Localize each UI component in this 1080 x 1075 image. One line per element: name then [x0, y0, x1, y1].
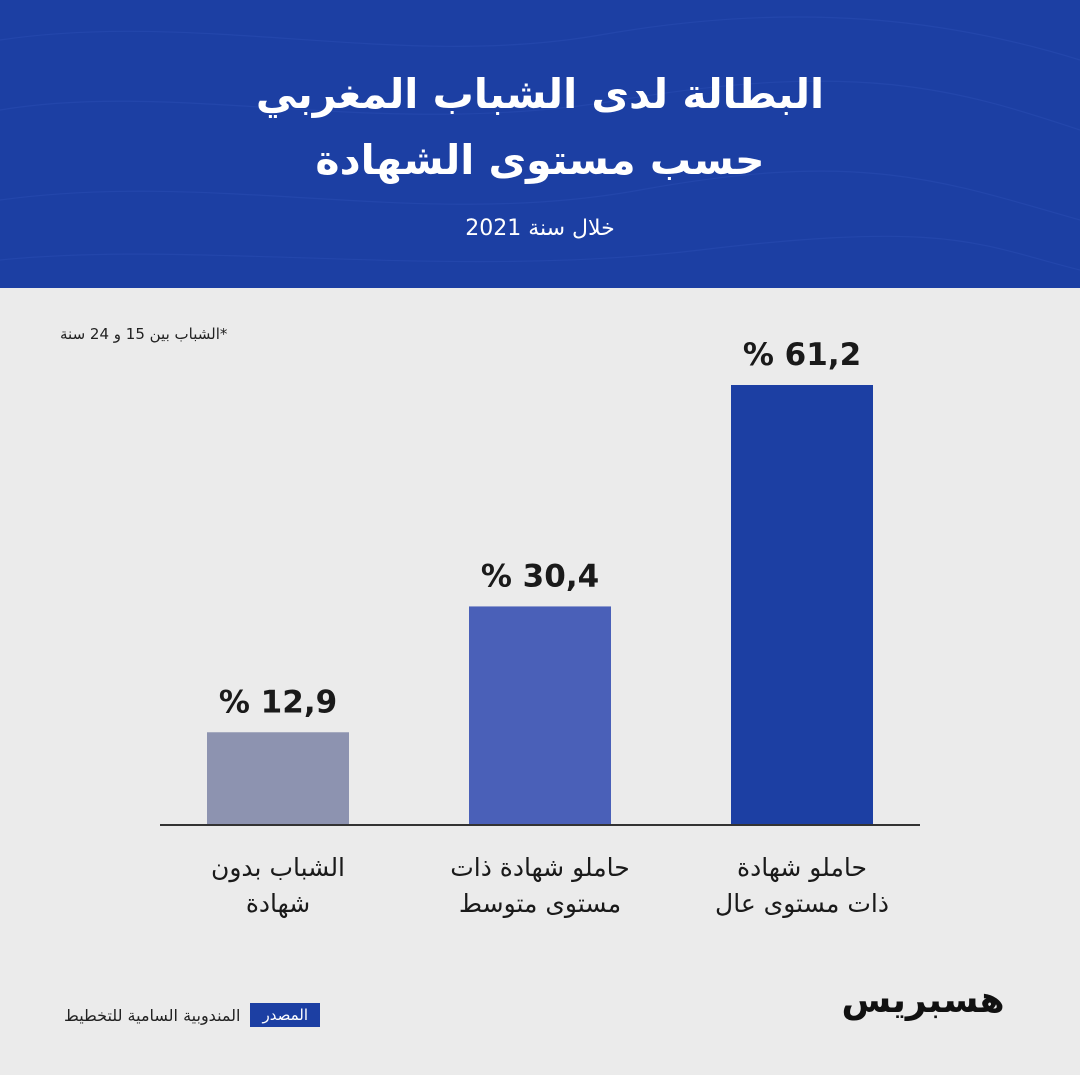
- header-banner: البطالة لدى الشباب المغربي حسب مستوى الش…: [0, 0, 1080, 288]
- category-label-line: الشباب بدون: [210, 853, 346, 882]
- value-label-1: % 12,9: [219, 684, 337, 720]
- value-label-2: % 30,4: [481, 558, 599, 594]
- bar-chart: % 12,9 % 30,4 % 61,2: [160, 337, 920, 826]
- category-label-line: حاملو شهادة ذات: [450, 853, 630, 882]
- category-label-line: ذات مستوى عال: [715, 889, 889, 918]
- bar-2: [469, 606, 611, 825]
- logo-text: هسبريس: [841, 980, 1005, 1021]
- bar-1: [207, 732, 349, 825]
- value-label-3: % 61,2: [743, 337, 861, 373]
- category-label-line: مستوى متوسط: [458, 889, 622, 918]
- category-label-line: شهادة: [245, 889, 311, 918]
- category-label-line: حاملو شهادة: [737, 853, 867, 882]
- bar-3: [731, 385, 873, 825]
- category-label-3: حاملو شهادة ذات مستوى عال: [672, 850, 932, 922]
- source: المصدر المندوبية السامية للتخطيط: [64, 1001, 321, 1029]
- category-label-2: حاملو شهادة ذات مستوى متوسط: [410, 850, 670, 922]
- category-label-1: الشباب بدون شهادة: [148, 850, 408, 922]
- source-badge: المصدر: [250, 1003, 321, 1027]
- footnote: *الشباب بين 15 و 24 سنة: [60, 325, 228, 343]
- source-text: المندوبية السامية للتخطيط: [64, 1005, 241, 1025]
- hespress-logo: هسبريس: [818, 978, 1028, 1030]
- subtitle: خلال سنة 2021: [465, 216, 615, 241]
- title-line-1: البطالة لدى الشباب المغربي: [255, 70, 825, 118]
- topographic-texture: [0, 16, 1080, 271]
- title-line-2: حسب مستوى الشهادة: [315, 136, 765, 184]
